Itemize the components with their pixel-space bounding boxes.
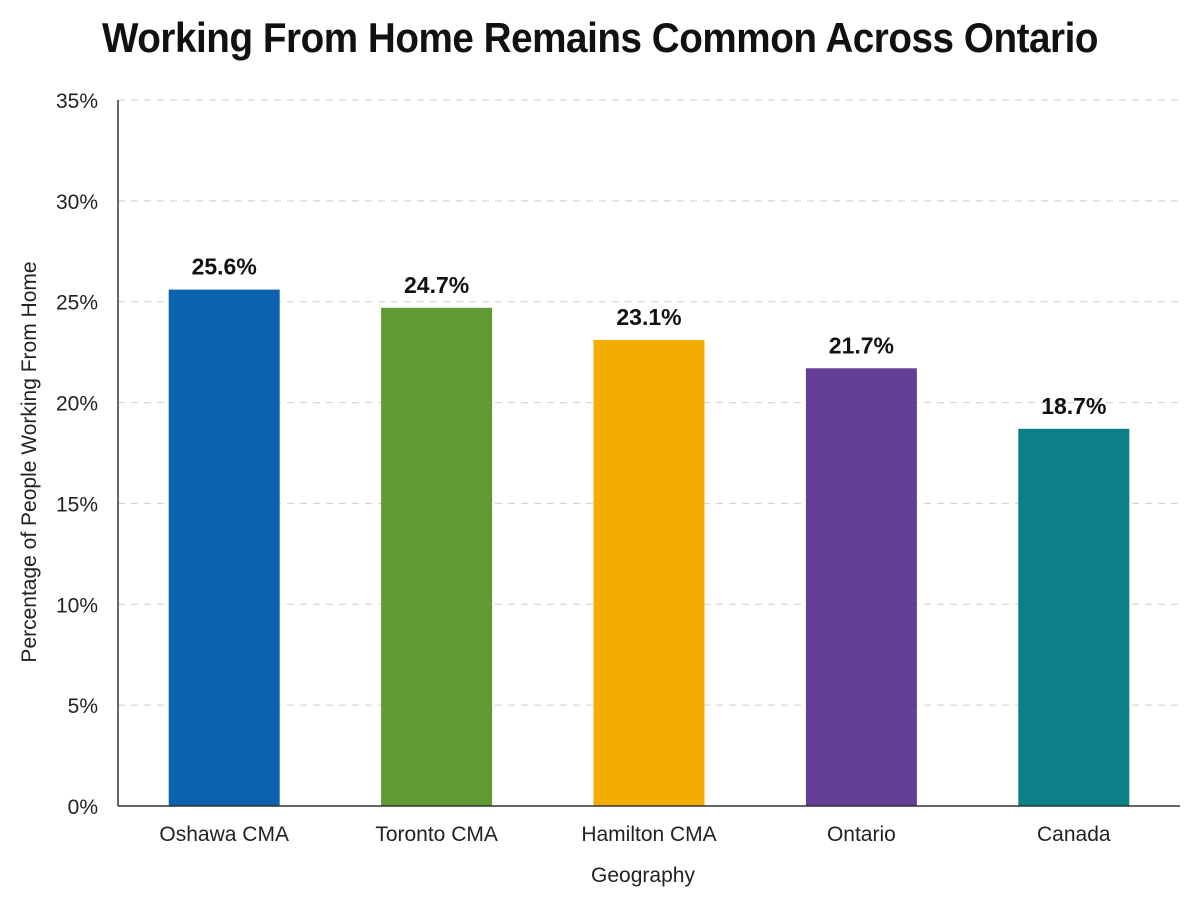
y-tick-label: 25%	[56, 292, 98, 315]
data-label: 23.1%	[616, 304, 681, 330]
y-tick-label: 35%	[56, 90, 98, 113]
data-label: 25.6%	[192, 254, 257, 280]
y-axis-title: Percentage of People Working From Home	[18, 261, 41, 662]
x-tick-label: Hamilton CMA	[581, 823, 716, 846]
y-tick-label: 0%	[68, 796, 98, 819]
data-labels: 25.6% 24.7% 23.1% 21.7% 18.7%	[192, 254, 1107, 419]
x-axis-ticks: Oshawa CMA Toronto CMA Hamilton CMA Ontario…	[159, 823, 1110, 846]
bar-canada	[1018, 428, 1130, 806]
x-axis-title: Geography	[591, 864, 695, 887]
bar-oshawa-cma	[168, 289, 280, 806]
bars	[168, 289, 1130, 806]
chart-title: Working From Home Remains Common Across …	[101, 14, 1099, 61]
x-tick-label: Toronto CMA	[375, 823, 498, 846]
y-tick-label: 5%	[68, 695, 98, 718]
x-tick-label: Canada	[1037, 823, 1111, 846]
y-tick-label: 20%	[56, 393, 98, 416]
data-label: 18.7%	[1041, 393, 1106, 419]
y-axis-ticks: 0% 5% 10% 15% 20% 25% 30% 35%	[56, 90, 98, 819]
gridlines	[118, 99, 1180, 706]
data-label: 21.7%	[829, 332, 894, 358]
bar-toronto-cma	[381, 307, 493, 806]
data-label: 24.7%	[404, 272, 469, 298]
x-tick-label: Ontario	[827, 823, 896, 846]
y-tick-label: 15%	[56, 493, 98, 516]
y-tick-label: 30%	[56, 191, 98, 214]
x-tick-label: Oshawa CMA	[159, 823, 289, 846]
bar-hamilton-cma	[593, 340, 705, 806]
bar-ontario	[805, 368, 917, 806]
y-tick-label: 10%	[56, 594, 98, 617]
